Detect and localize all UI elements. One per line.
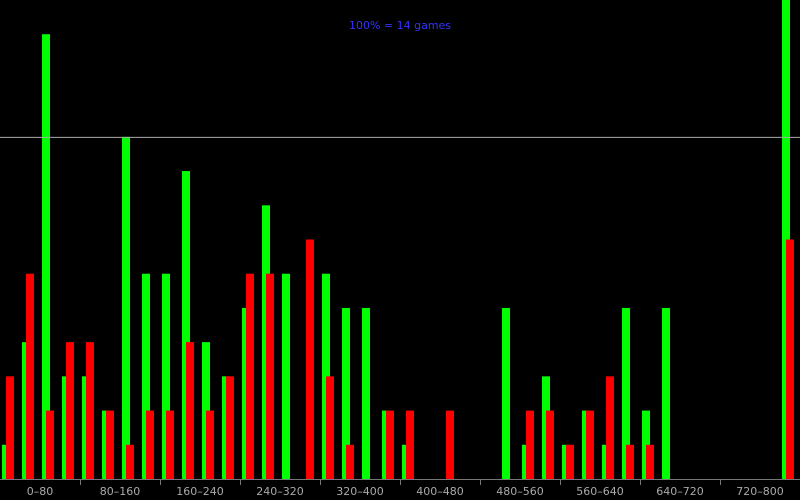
red-bar-10 [206,410,214,479]
red-bar-8 [166,410,174,479]
x-tick-label-7: 560–640 [576,485,624,498]
red-bar-3 [66,342,74,479]
red-bar-1 [26,273,34,479]
red-bar-32 [646,444,654,479]
red-bar-26 [526,410,534,479]
red-bar-7 [146,410,154,479]
red-bar-30 [606,376,614,479]
green-bar-14 [282,273,290,479]
red-bar-31 [626,444,634,479]
red-bar-5 [106,410,114,479]
green-bar-6 [122,136,130,480]
red-bar-15 [306,239,314,479]
green-bar-17 [342,307,350,479]
red-bar-16 [326,376,334,479]
red-bar-27 [546,410,554,479]
red-bar-0 [6,376,14,479]
red-bar-20 [406,410,414,479]
x-tick-label-8: 640–720 [656,485,704,498]
x-tick-label-4: 320–400 [336,485,384,498]
x-tick-label-9: 720–800 [736,485,784,498]
x-tick-label-6: 480–560 [496,485,544,498]
green-bar-18 [362,307,370,479]
green-bar-7 [142,273,150,479]
green-bar-16 [322,273,330,479]
green-bar-8 [162,273,170,479]
red-bar-39 [786,239,794,479]
red-bar-22 [446,410,454,479]
green-bar-9 [182,171,190,479]
x-tick-label-1: 80–160 [100,485,141,498]
red-bar-29 [586,410,594,479]
red-bar-2 [46,410,54,479]
red-bar-28 [566,444,574,479]
x-tick-label-0: 0–80 [27,485,54,498]
x-tick-label-5: 400–480 [416,485,464,498]
green-bar-25 [502,307,510,479]
red-bar-9 [186,342,194,479]
red-bar-13 [266,273,274,479]
x-tick-label-2: 160–240 [176,485,224,498]
x-tick-label-3: 240–320 [256,485,304,498]
annotation-100-percent: 100% = 14 games [349,19,451,32]
red-bar-17 [346,444,354,479]
green-bar-32 [642,410,650,479]
x-axis-ticks: 0–80 80–160 160–240 240–320 320–400 400–480 48… [27,479,784,498]
red-bar-6 [126,444,134,479]
green-bar-31 [622,307,630,479]
green-bar-33 [662,307,670,479]
bars-layer [2,0,794,480]
green-bar-2 [42,34,50,480]
red-bar-4 [86,342,94,479]
red-bar-19 [386,410,394,479]
red-bar-11 [226,376,234,479]
red-bar-12 [246,273,254,479]
